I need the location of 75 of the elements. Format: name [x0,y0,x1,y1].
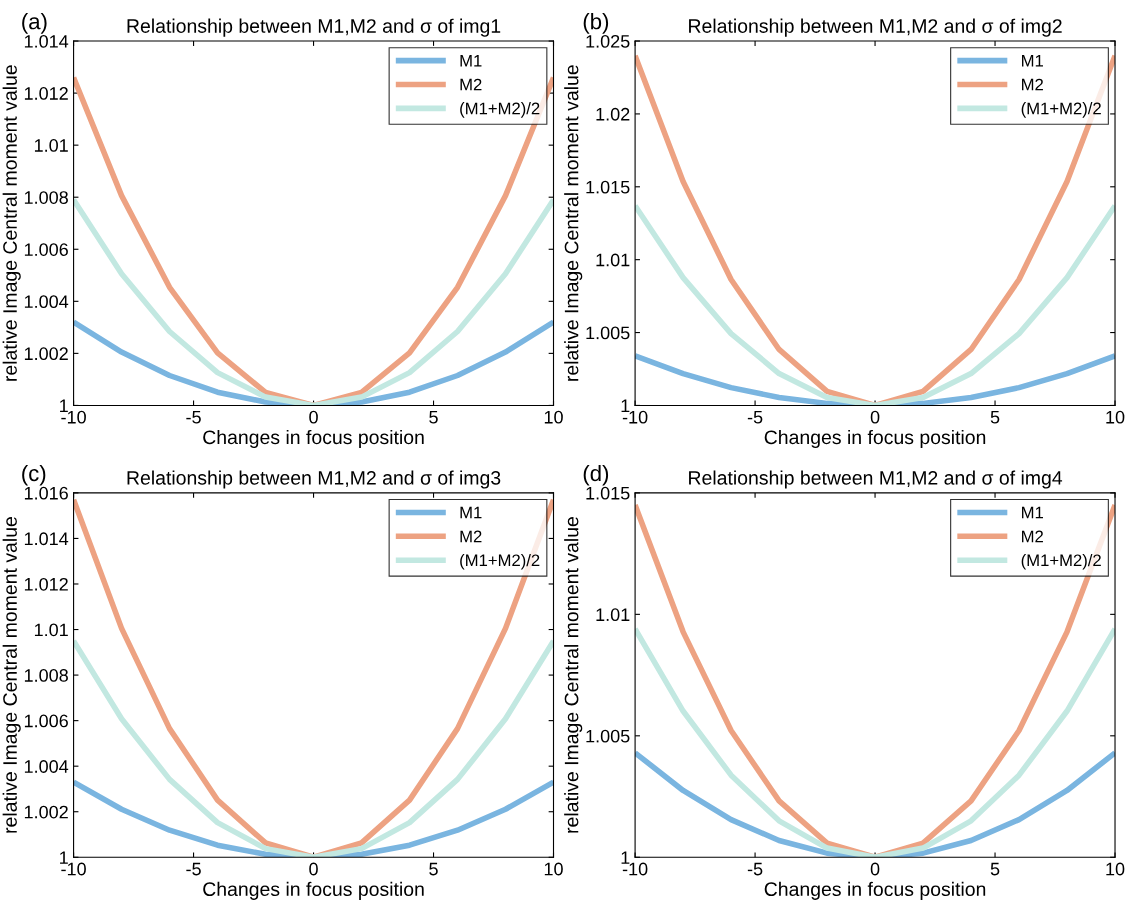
x-axis-title: Changes in focus position [764,881,986,900]
y-tick-label: 1.01 [34,623,68,637]
x-tick-label: -5 [747,410,763,424]
legend-label: M2 [1022,78,1043,91]
y-tick-label: 1.006 [24,243,68,256]
y-axis-title: relative Image Central moment value [2,65,21,381]
x-tick-label: 10 [1106,410,1125,424]
x-tick-label: 0 [309,862,318,876]
text: (b) [583,13,609,34]
x-tick-label: -10 [622,862,648,876]
y-tick-label: 1 [60,399,68,412]
y-tick-label: 1.004 [24,760,69,773]
y-tick-label: 1.012 [24,577,68,591]
legend-label: M2 [1022,530,1043,543]
y-tick-label: 1.015 [586,486,630,500]
x-tick-label: 5 [429,410,438,424]
y-tick-label: 1.006 [24,714,68,728]
y-tick-label: 1.01 [596,253,630,267]
legend-label: M1 [1022,506,1043,519]
chart-title: Relationship between M1,M2 and σ of img3 [127,470,501,489]
chart-title: Relationship between M1,M2 and σ of img2 [689,18,1062,37]
y-tick-label: 1.015 [586,180,630,194]
y-tick-label: 1 [621,851,630,864]
chart-title: Relationship between M1,M2 and σ of img4 [689,470,1063,489]
legend-label: M1 [460,54,482,67]
x-tick-label: -5 [186,410,201,424]
text: (d) [583,464,609,486]
y-tick-label: 1.008 [24,669,68,682]
y-tick-label: 1.014 [24,532,69,546]
x-tick-label: 10 [544,410,563,424]
legend-label: M1 [460,506,482,519]
x-tick-label: -10 [61,410,86,424]
y-tick-label: 1.012 [24,87,68,100]
legend-label: (M1+M2)/2 [1021,553,1101,570]
x-tick-label: 5 [990,862,1000,876]
x-tick-label: -10 [61,862,86,876]
x-tick-label: -5 [747,862,763,876]
x-axis-title: Changes in focus position [764,429,986,449]
y-tick-label: 1.005 [586,326,630,340]
x-tick-label: 10 [1106,862,1125,876]
legend-label: M1 [1022,54,1043,67]
y-tick-label: 1 [621,399,630,412]
x-axis-title: Changes in focus position [203,881,424,900]
x-tick-label: 0 [870,410,880,424]
y-axis-title: relative Image Central moment value [2,517,21,833]
y-tick-label: 1.005 [586,729,630,743]
y-tick-label: 1.004 [24,295,69,309]
y-tick-label: 1.01 [34,139,68,152]
text: (c) [22,464,46,486]
x-tick-label: 5 [429,862,438,876]
y-axis-title: relative Image Central moment value [564,517,583,833]
text: (a) [22,13,47,34]
chart-title: Relationship between M1,M2 and σ of img1 [127,18,501,37]
y-axis-title: relative Image Central moment value [564,65,583,381]
y-tick-label: 1.014 [24,34,69,48]
legend-label: (M1+M2)/2 [460,553,540,570]
y-tick-label: 1.016 [24,486,68,500]
legend-label: M2 [460,78,482,91]
x-tick-label: 0 [309,410,318,424]
y-tick-label: 1.02 [596,107,630,121]
legend-label: (M1+M2)/2 [460,102,540,118]
y-tick-label: 1.025 [586,34,630,48]
y-tick-label: 1.008 [24,191,68,204]
y-tick-label: 1.01 [596,608,630,622]
x-tick-label: -5 [186,862,201,876]
y-tick-label: 1 [60,851,68,864]
x-tick-label: 0 [870,862,880,876]
x-tick-label: 10 [544,862,563,876]
y-tick-label: 1.002 [24,805,68,819]
x-tick-label: -10 [622,410,648,424]
x-tick-label: 5 [990,410,1000,424]
legend-label: (M1+M2)/2 [1021,102,1101,118]
y-tick-label: 1.002 [24,347,68,361]
x-axis-title: Changes in focus position [203,429,424,449]
legend-label: M2 [460,530,482,543]
